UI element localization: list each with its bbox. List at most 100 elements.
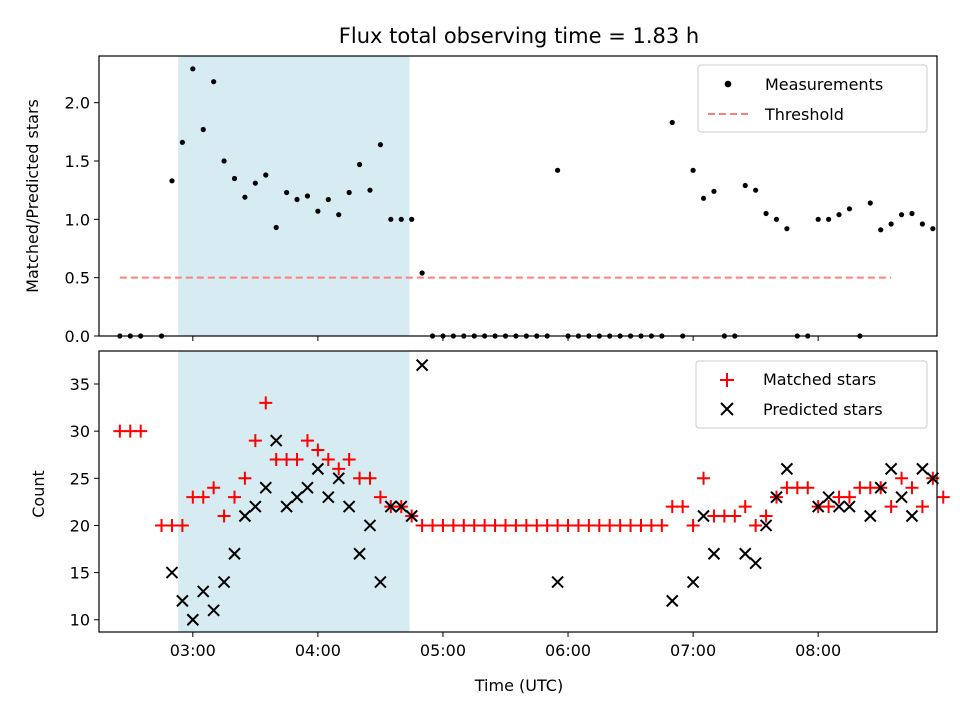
measurement-point — [252, 180, 258, 186]
predicted-star-marker — [374, 575, 387, 589]
count-y-tick-label: 25 — [70, 469, 90, 488]
measurement-point — [815, 216, 821, 222]
predicted-star-marker — [217, 575, 231, 589]
predicted-star-marker — [332, 472, 345, 485]
matched-star-marker — [749, 518, 763, 532]
measurement-point — [846, 206, 853, 212]
matched-star-marker — [332, 462, 346, 476]
count-y-tick-label: 35 — [70, 375, 90, 394]
predicted-star-marker — [301, 481, 314, 494]
predicted-star-marker — [415, 358, 429, 372]
predicted-stars-series — [165, 358, 940, 626]
ratio-plot-frame — [98, 55, 938, 337]
matched-star-marker — [936, 490, 950, 504]
measurement-point — [690, 167, 696, 173]
matched-star-marker — [363, 471, 377, 485]
measurement-point — [273, 224, 279, 231]
measurement-point — [826, 216, 832, 222]
ratio-legend: Measurements Threshold — [697, 64, 928, 133]
x-axis-label: Time (UTC) — [474, 676, 563, 695]
predicted-star-marker — [353, 547, 366, 560]
predicted-star-marker — [811, 500, 825, 513]
predicted-star-marker — [759, 519, 773, 532]
legend-predicted-marker — [720, 402, 734, 416]
matched-star-marker — [915, 500, 929, 514]
count-highlight-span — [178, 351, 410, 632]
measurement-point — [284, 189, 290, 196]
count-plot-frame — [98, 350, 938, 633]
measurement-point — [409, 216, 415, 222]
ratio-y-tick-label: 1.5 — [65, 152, 90, 171]
predicted-star-marker — [686, 575, 700, 589]
predicted-star-marker — [207, 604, 220, 617]
count-y-tick-label: 15 — [70, 564, 90, 583]
predicted-star-marker — [832, 500, 846, 513]
predicted-star-marker — [384, 500, 398, 513]
matched-star-marker — [728, 509, 742, 523]
measurement-point — [742, 182, 748, 189]
count-legend: Matched stars Predicted stars — [695, 360, 928, 429]
legend-measurements-label: Measurements — [765, 75, 883, 94]
measurement-point — [773, 216, 780, 222]
count-legend-box — [695, 360, 928, 429]
matched-star-marker — [686, 518, 700, 532]
predicted-star-marker — [228, 547, 241, 560]
x-tick-label: 07:00 — [670, 641, 716, 660]
ratio-y-tick-label: 2.0 — [65, 94, 90, 113]
count-y-tick-label: 30 — [70, 422, 90, 441]
matched-star-marker — [905, 481, 919, 495]
x-tick-label: 05:00 — [420, 641, 466, 660]
matched-star-marker — [842, 490, 856, 504]
predicted-star-marker — [405, 509, 418, 523]
ratio-y-tick-label: 0.5 — [65, 269, 90, 288]
measurement-point — [211, 79, 217, 85]
predicted-star-marker — [905, 509, 919, 523]
measurement-point — [242, 194, 248, 200]
measurement-point — [763, 210, 769, 217]
predicted-star-marker — [874, 481, 887, 494]
measurement-point — [753, 187, 759, 193]
predicted-star-marker — [280, 500, 293, 513]
matched-star-marker — [373, 490, 387, 504]
measurement-point — [315, 208, 321, 214]
matched-star-marker — [311, 443, 325, 457]
count-panel: 10 15 20 25 30 35 03:00 04:00 05:00 06:00 07:00 08… — [29, 350, 950, 695]
measurement-point — [700, 195, 707, 201]
ratio-highlight-span — [178, 56, 410, 336]
count-y-tick-label: 10 — [70, 611, 90, 630]
predicted-star-marker — [780, 462, 794, 476]
measurement-point — [784, 226, 790, 232]
measurement-point — [356, 161, 363, 168]
matched-star-marker — [697, 471, 711, 485]
matched-star-marker — [134, 424, 148, 438]
x-tick-label: 04:00 — [295, 641, 341, 660]
predicted-star-marker — [697, 509, 710, 523]
matched-star-marker — [342, 452, 356, 466]
x-tick-label: 08:00 — [795, 641, 841, 660]
measurement-point — [836, 212, 842, 218]
matched-star-marker — [217, 509, 231, 523]
predicted-star-marker — [395, 500, 408, 513]
ratio-y-tick-label: 1.0 — [65, 210, 90, 229]
predicted-star-marker — [707, 547, 721, 560]
matched-star-marker — [238, 471, 252, 485]
measurement-point — [888, 221, 894, 227]
measurement-point — [898, 212, 905, 218]
predicted-star-marker — [822, 490, 835, 504]
matched-star-marker — [227, 490, 241, 504]
matched-star-marker — [207, 481, 221, 495]
matched-star-marker — [738, 500, 752, 514]
legend-matched-marker — [720, 373, 734, 387]
predicted-star-marker — [749, 556, 762, 570]
count-y-axis-label: Count — [29, 470, 48, 518]
matched-star-marker — [895, 471, 909, 485]
x-tick-label: 06:00 — [545, 641, 591, 660]
predicted-star-marker — [311, 462, 325, 476]
ratio-y-axis-label: Matched/Predicted stars — [23, 99, 42, 293]
matched-star-marker — [248, 434, 262, 448]
matched-star-marker — [321, 452, 335, 466]
matched-stars-series — [113, 396, 950, 532]
matched-star-marker — [801, 481, 815, 495]
measurement-point — [169, 178, 175, 184]
predicted-star-marker — [176, 594, 189, 608]
